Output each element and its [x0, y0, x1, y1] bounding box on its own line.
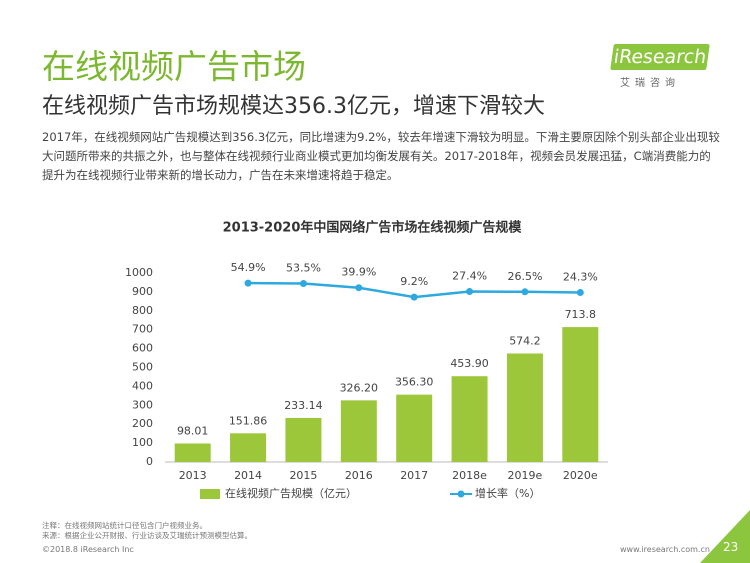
point-label: 54.9% — [231, 261, 266, 274]
logo-subtitle: 艾瑞咨询 — [620, 78, 680, 89]
paragraph: 2017年，在线视频网站广告规模达到356.3亿元，同比增速为9.2%，较去年增… — [42, 130, 720, 182]
y-tick-label: 900 — [132, 285, 153, 298]
page-title: 在线视频广告市场 — [42, 47, 306, 86]
point-label: 9.2% — [400, 275, 428, 288]
point-label: 39.9% — [341, 266, 376, 279]
line-point — [410, 293, 418, 301]
point-label: 26.5% — [507, 270, 542, 283]
legend-label: 增长率（%） — [475, 486, 540, 500]
bar — [340, 400, 377, 462]
corner-decoration — [700, 510, 750, 563]
x-tick-label: 2017 — [400, 469, 428, 482]
bar — [451, 376, 488, 462]
x-tick-label: 2014 — [234, 469, 262, 482]
bar — [230, 433, 267, 462]
note: 注释：在线视频网站统计口径包含门户视频业务。 — [42, 521, 207, 530]
bar-label: 356.30 — [395, 376, 434, 389]
bar-label: 98.01 — [177, 424, 209, 437]
source: 来源：根据企业公开财报、行业访谈及艾瑞统计预测模型估算。 — [42, 531, 252, 540]
y-tick-label: 200 — [132, 417, 153, 430]
x-tick-label: 2015 — [289, 469, 317, 482]
legend-marker — [457, 490, 465, 498]
bar — [285, 417, 322, 462]
bar-label: 326.20 — [340, 381, 379, 394]
x-tick-label: 2016 — [345, 469, 373, 482]
y-tick-label: 100 — [132, 436, 153, 449]
x-tick-label: 2018e — [452, 469, 487, 482]
bar — [506, 353, 543, 462]
point-label: 24.3% — [563, 270, 598, 283]
y-tick-label: 400 — [132, 379, 153, 392]
bar-label: 151.86 — [229, 414, 268, 427]
bar — [562, 327, 599, 462]
y-tick-label: 800 — [132, 304, 153, 317]
page-number: 23 — [723, 540, 739, 554]
legend-swatch — [200, 489, 220, 499]
bar-label: 713.8 — [565, 308, 597, 321]
y-tick-label: 600 — [132, 342, 153, 355]
line-point — [355, 284, 363, 292]
x-tick-label: 2020e — [563, 469, 598, 482]
chart-title: 2013-2020年中国网络广告市场在线视频广告规模 — [223, 220, 523, 236]
legend-label: 在线视频广告规模（亿元） — [225, 486, 357, 500]
x-tick-label: 2019e — [508, 469, 543, 482]
line-point — [244, 279, 252, 287]
y-tick-label: 300 — [132, 398, 153, 411]
point-label: 53.5% — [286, 262, 321, 275]
page-subtitle: 在线视频广告市场规模达356.3亿元，增速下滑较大 — [42, 94, 545, 119]
y-tick-label: 1000 — [125, 266, 153, 279]
site: www.iresearch.com.cn — [620, 545, 710, 554]
line-point — [576, 288, 584, 296]
bar — [174, 443, 211, 462]
bar-label: 574.2 — [509, 334, 541, 347]
point-label: 27.4% — [452, 270, 487, 283]
copyright: ©2018.8 iResearch Inc — [42, 545, 134, 554]
y-tick-label: 700 — [132, 323, 153, 336]
line-point — [299, 280, 307, 288]
bar — [396, 394, 433, 462]
bar-label: 233.14 — [284, 399, 323, 412]
y-tick-label: 500 — [132, 361, 153, 374]
line-point — [521, 288, 529, 296]
x-tick-label: 2013 — [179, 469, 207, 482]
y-tick-label: 0 — [146, 455, 153, 468]
bar-label: 453.90 — [450, 357, 489, 370]
line-point — [466, 288, 474, 296]
